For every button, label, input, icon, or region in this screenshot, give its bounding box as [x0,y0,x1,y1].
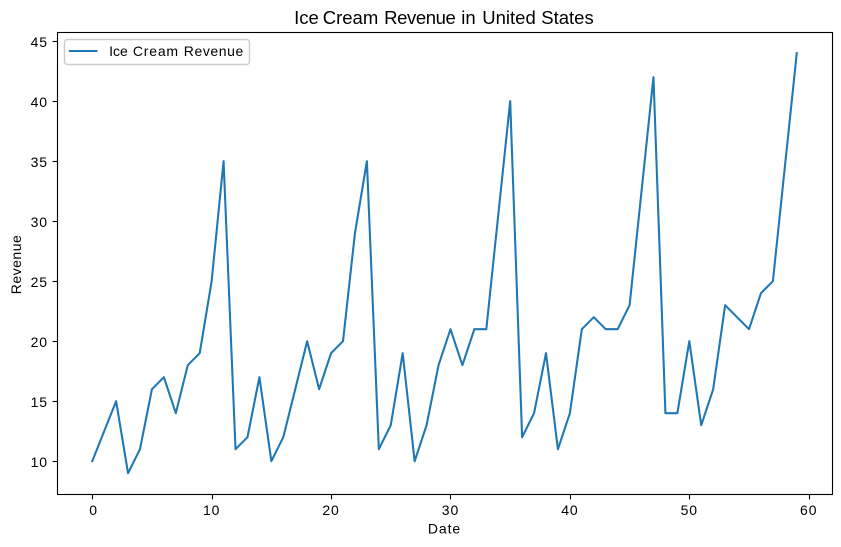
svg-text:50: 50 [681,502,698,518]
svg-text:Revenue: Revenue [8,235,24,295]
svg-text:United: United [482,7,535,28]
svg-text:30: 30 [31,214,48,230]
svg-text:25: 25 [31,274,48,290]
svg-text:20: 20 [31,334,48,350]
svg-text:Date: Date [428,521,461,537]
svg-text:40: 40 [31,94,48,110]
svg-text:10: 10 [203,502,220,518]
svg-text:60: 60 [800,502,817,518]
svg-text:Cream: Cream [133,43,179,59]
svg-text:20: 20 [322,502,339,518]
svg-text:Revenue: Revenue [384,7,455,28]
svg-text:Ice: Ice [294,7,319,28]
svg-text:States: States [541,7,593,28]
svg-text:45: 45 [31,34,48,50]
svg-text:0: 0 [89,502,98,518]
svg-text:Cream: Cream [323,7,379,28]
svg-text:10: 10 [31,454,48,470]
svg-text:30: 30 [442,502,459,518]
svg-text:35: 35 [31,154,48,170]
svg-text:40: 40 [561,502,578,518]
svg-text:Revenue: Revenue [184,43,244,59]
svg-text:Ice: Ice [109,43,128,59]
svg-text:in: in [461,7,475,28]
svg-text:15: 15 [31,394,48,410]
